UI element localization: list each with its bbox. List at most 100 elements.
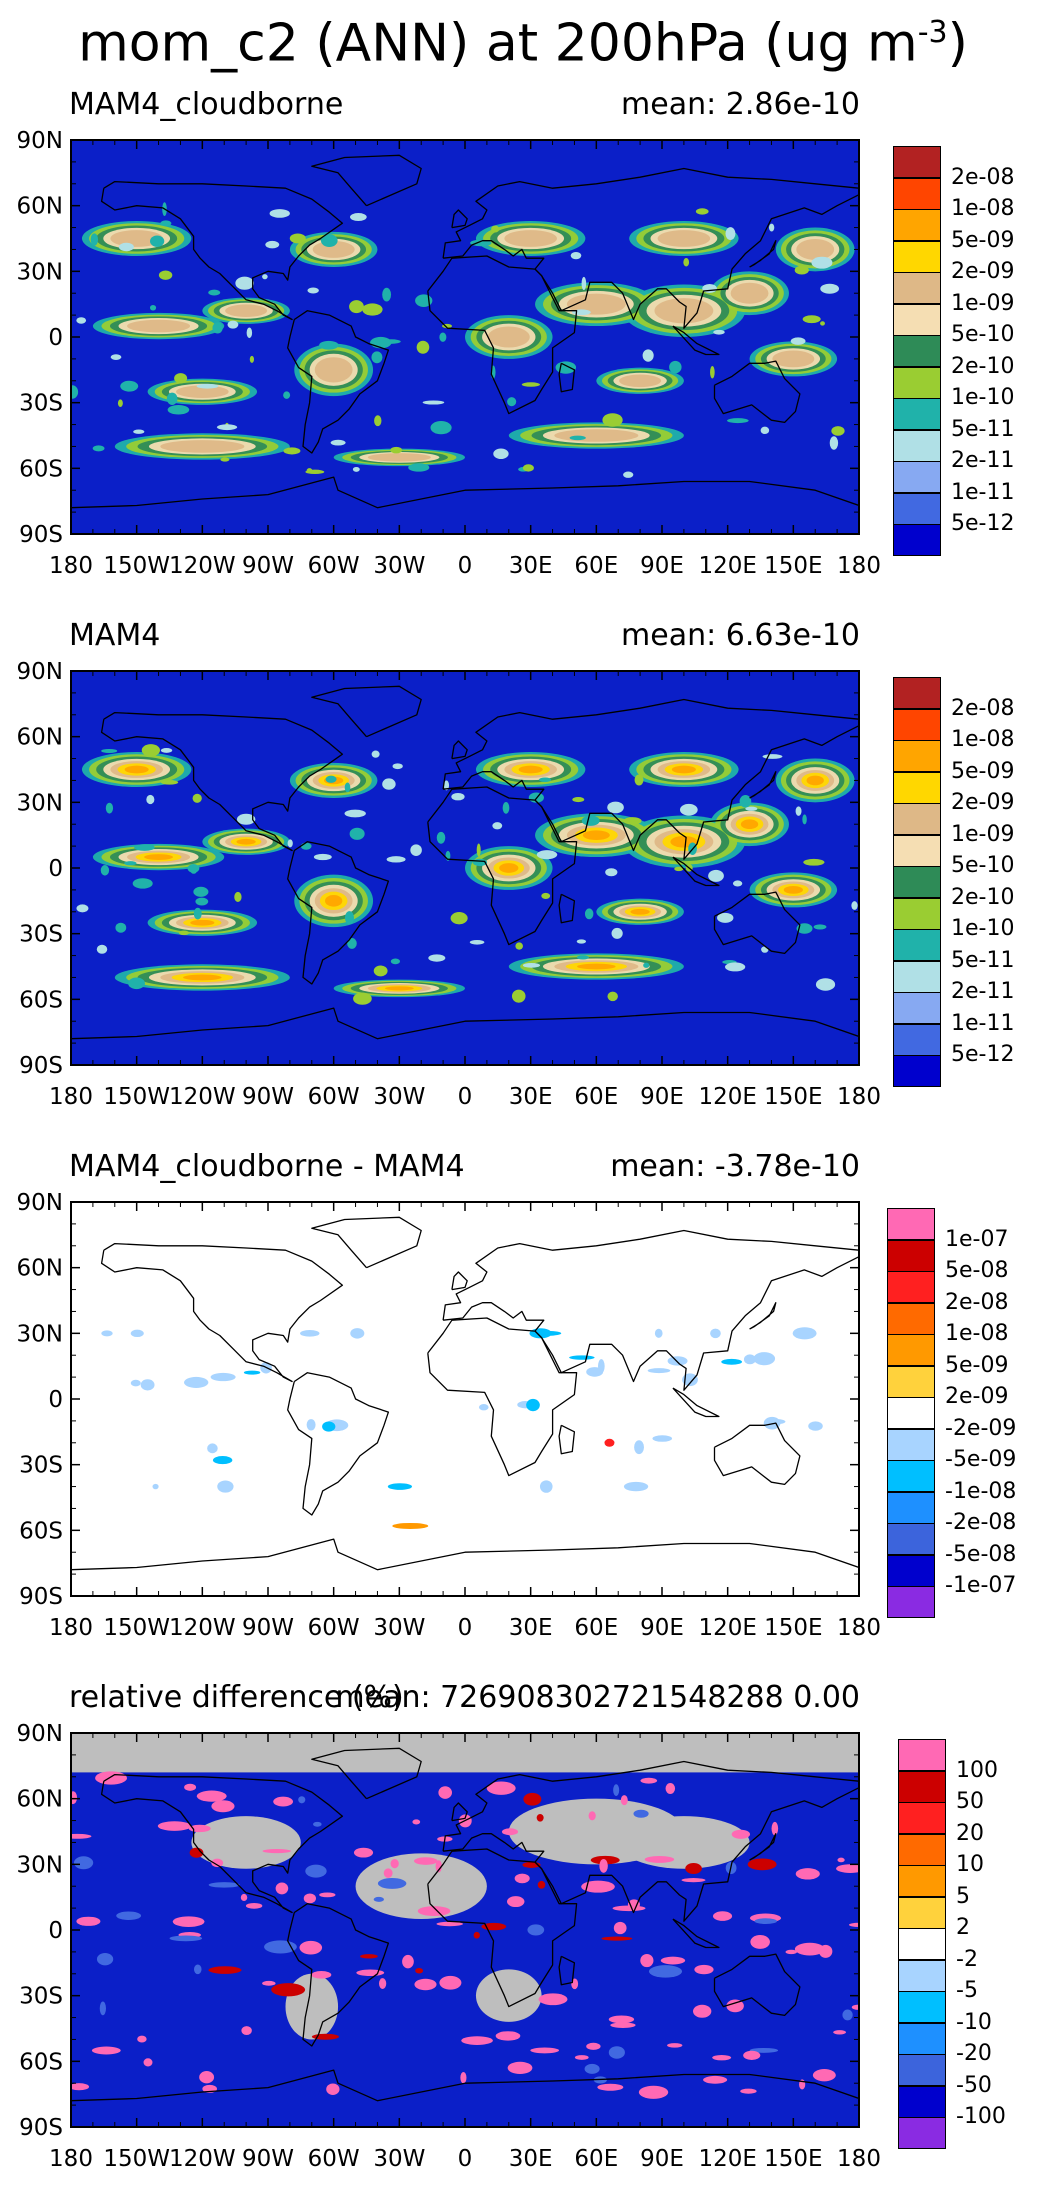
colorbar-swatch <box>887 1302 935 1335</box>
lon-tick-label: 90E <box>640 1615 684 1641</box>
colorbar-label: 1e-11 <box>951 1010 1015 1036</box>
colorbar-label: -2e-08 <box>945 1510 1017 1535</box>
lon-tick-label: 30E <box>509 2146 553 2172</box>
colorbar-label: 1e-08 <box>951 727 1015 752</box>
lat-tick-label: 60S <box>19 987 63 1013</box>
lon-tick-label: 60W <box>308 1615 360 1641</box>
colorbar-label: 5e-10 <box>951 853 1015 878</box>
colorbar-label: 5e-08 <box>945 1258 1009 1283</box>
colorbar-label: -5 <box>956 1978 978 2003</box>
lon-tick-label: 30W <box>373 553 425 579</box>
data-field <box>101 1327 823 1529</box>
colorbar-swatch <box>893 492 941 525</box>
lon-tick-label: 90W <box>242 553 294 579</box>
lon-tick-label: 180 <box>837 1084 880 1110</box>
lat-tick-label: 30N <box>17 1852 63 1878</box>
colorbar-swatch <box>898 2085 946 2118</box>
lat-tick-label: 30S <box>19 391 63 417</box>
colorbar-swatch <box>893 708 941 741</box>
panel-mean: mean: -3.78e-10 <box>610 1149 860 1184</box>
colorbar-label: 1e-09 <box>951 290 1015 316</box>
map-background <box>71 1733 859 2127</box>
colorbar-swatch <box>887 1460 935 1492</box>
lat-tick-label: 0 <box>48 1387 63 1413</box>
lon-tick-label: 180 <box>837 2146 880 2172</box>
colorbar-label: 1e-07 <box>945 1226 1009 1252</box>
lon-tick-label: 60W <box>308 2146 360 2172</box>
colorbar-label: 2e-09 <box>951 259 1015 284</box>
colorbar-swatch <box>893 177 941 210</box>
colorbar-swatch <box>898 1833 946 1866</box>
colorbar-swatch <box>887 1428 935 1461</box>
lat-tick-label: 30N <box>17 790 63 816</box>
colorbar-label: 1e-10 <box>951 916 1015 941</box>
colorbar-label: -10 <box>956 2009 992 2035</box>
lon-tick-label: 30E <box>509 1615 553 1641</box>
colorbar-swatch <box>887 1586 935 1618</box>
colorbar-label: 5e-11 <box>951 947 1015 973</box>
lon-tick-label: 90W <box>242 1084 294 1110</box>
lat-tick-label: 60N <box>17 1787 63 1813</box>
colorbar-label: 5e-10 <box>951 322 1015 347</box>
lat-tick-label: 90S <box>19 522 63 548</box>
figure-title: mom_c2 (ANN) at 200hPa (ug m-3) <box>78 13 968 74</box>
lat-tick-label: 0 <box>48 1918 63 1944</box>
colorbar-label: 5e-12 <box>951 1042 1015 1067</box>
lat-tick-label: 30S <box>19 1984 63 2010</box>
lat-tick-label: 60N <box>17 725 63 751</box>
lat-tick-label: 90N <box>17 1190 63 1216</box>
lon-tick-label: 60E <box>574 1615 618 1641</box>
lat-tick-label: 30S <box>19 1453 63 1479</box>
colorbar-label: 1e-11 <box>951 479 1015 505</box>
panel-title: MAM4 <box>69 618 161 653</box>
map-plot: 90N 60N 30N 0 30S 60S 90S 180 150W 120W 90W 60W 30W 0… <box>17 1721 880 2172</box>
lat-tick-label: 30S <box>19 922 63 948</box>
lon-tick-label: 60W <box>308 553 360 579</box>
colorbar-label: 5e-09 <box>951 758 1015 784</box>
colorbar-label: -100 <box>956 2104 1006 2129</box>
colorbar-label: 1e-10 <box>951 385 1015 410</box>
colorbar-swatch <box>893 429 941 462</box>
colorbar-label: -20 <box>956 2041 992 2066</box>
colorbar-label: 2e-10 <box>951 884 1015 910</box>
colorbar-swatch <box>893 992 941 1024</box>
map-plot: 90N 60N 30N 0 30S 60S 90S 180 150W 120W 90W 60W 30W 0… <box>17 128 880 579</box>
lon-tick-label: 0 <box>458 1615 473 1641</box>
lon-tick-label: 0 <box>458 553 473 579</box>
lon-tick-label: 180 <box>49 553 93 579</box>
colorbar-swatch <box>893 1055 941 1087</box>
lon-tick-label: 60E <box>574 1084 618 1110</box>
colorbar-swatch <box>898 1959 946 1992</box>
colorbar-swatch <box>893 960 941 993</box>
colorbar-swatch <box>893 209 941 241</box>
colorbar-swatch <box>887 1239 935 1272</box>
lon-tick-label: 180 <box>49 2146 93 2172</box>
colorbar-label: 1e-09 <box>951 821 1015 847</box>
lon-tick-label: 150E <box>764 1615 822 1641</box>
colorbar-label: 50 <box>956 1789 984 1814</box>
colorbar-swatch <box>887 1271 935 1303</box>
lat-tick-label: 90N <box>17 1721 63 1747</box>
lat-tick-label: 30N <box>17 1321 63 1347</box>
colorbar-label: 2 <box>956 1915 970 1940</box>
lon-tick-label: 120W <box>169 1084 236 1110</box>
colorbar-label: 2e-11 <box>951 979 1015 1004</box>
colorbar-swatch <box>898 1739 946 1771</box>
data-field <box>71 202 855 478</box>
colorbar-swatch <box>893 524 941 556</box>
colorbar-swatch <box>887 1491 935 1524</box>
lat-tick-label: 90S <box>19 1053 63 1079</box>
lon-tick-label: 120W <box>169 553 236 579</box>
map-plot: 90N 60N 30N 0 30S 60S 90S 180 150W 120W 90W 60W 30W 0… <box>17 659 880 1110</box>
lon-tick-label: 0 <box>458 1084 473 1110</box>
lat-tick-label: 90S <box>19 2115 63 2141</box>
colorbar-label: 5e-11 <box>951 416 1015 442</box>
colorbar-swatch <box>893 929 941 961</box>
colorbar-label: 20 <box>956 1820 984 1846</box>
lat-tick-label: 60N <box>17 194 63 220</box>
panel-title: MAM4_cloudborne - MAM4 <box>69 1149 465 1184</box>
colorbar-swatch <box>898 1991 946 2023</box>
colorbar-label: 2e-08 <box>945 1289 1009 1315</box>
lon-tick-label: 150W <box>103 1084 170 1110</box>
lat-tick-label: 90N <box>17 659 63 685</box>
